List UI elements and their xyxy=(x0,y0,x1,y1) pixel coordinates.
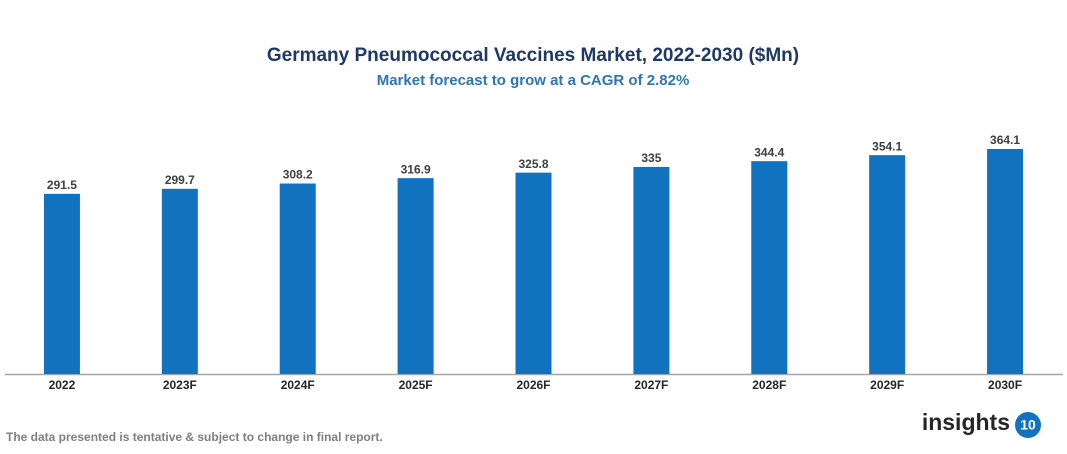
x-tick-label: 2028F xyxy=(752,378,786,392)
logo-text: insights xyxy=(922,409,1010,435)
data-label: 335 xyxy=(641,151,661,165)
bar xyxy=(633,166,670,374)
bar xyxy=(161,188,198,374)
x-tick-label: 2025F xyxy=(399,378,433,392)
data-label: 316.9 xyxy=(401,162,431,176)
x-tick-label: 2022 xyxy=(49,378,76,392)
bar xyxy=(279,183,316,374)
data-label: 299.7 xyxy=(165,173,195,187)
data-label: 291.5 xyxy=(47,178,77,192)
bar xyxy=(751,161,788,374)
data-label: 308.2 xyxy=(283,168,313,182)
logo-badge xyxy=(1015,412,1041,438)
data-label: 344.4 xyxy=(754,145,784,159)
x-tick-label: 2027F xyxy=(634,378,668,392)
logo-badge-text: 10 xyxy=(1020,417,1036,433)
bar xyxy=(515,172,552,374)
data-label: 364.1 xyxy=(990,133,1020,147)
x-tick-label: 2030F xyxy=(988,378,1022,392)
bar xyxy=(987,148,1024,374)
footer-note: The data presented is tentative & subjec… xyxy=(6,430,383,444)
x-tick-label: 2023F xyxy=(163,378,197,392)
x-tick-label: 2024F xyxy=(281,378,315,392)
x-tick-label: 2026F xyxy=(516,378,550,392)
chart-subtitle: Market forecast to grow at a CAGR of 2.8… xyxy=(377,72,690,89)
bar xyxy=(869,155,906,374)
bar xyxy=(43,193,80,374)
x-tick-label: 2029F xyxy=(870,378,904,392)
data-label: 325.8 xyxy=(518,157,548,171)
data-label: 354.1 xyxy=(872,139,902,153)
chart-title: Germany Pneumococcal Vaccines Market, 20… xyxy=(267,45,799,66)
bar xyxy=(397,178,434,374)
